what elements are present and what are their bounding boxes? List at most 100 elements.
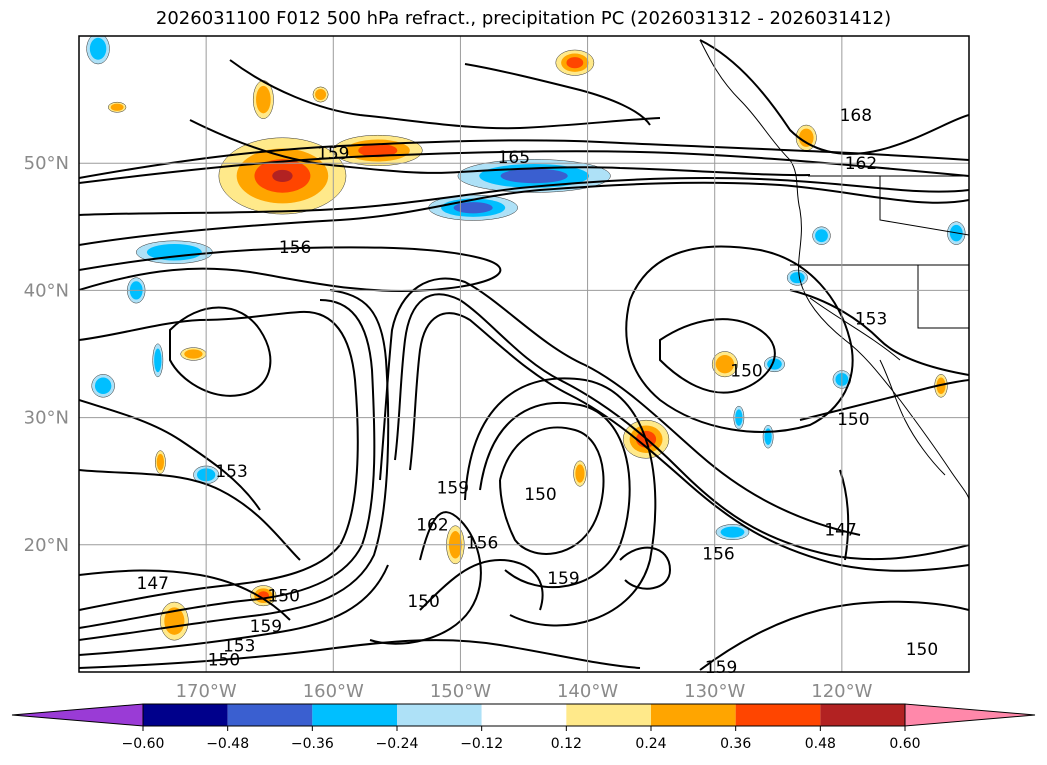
contour-label: 156 bbox=[702, 545, 734, 565]
map-frame bbox=[78, 35, 970, 673]
contour-line bbox=[79, 564, 389, 656]
colorbar-tick-label: 0.12 bbox=[551, 736, 582, 752]
contour-line bbox=[79, 469, 301, 561]
lon-tick-label: 130°W bbox=[684, 681, 745, 702]
gridlines bbox=[79, 36, 969, 672]
precip-area bbox=[715, 355, 735, 374]
contour-label: 162 bbox=[845, 154, 877, 174]
colorbar-tick-label: −0.24 bbox=[376, 736, 419, 752]
refractivity-contours bbox=[79, 39, 969, 671]
state-border bbox=[879, 176, 969, 236]
lon-tick-label: 170°W bbox=[176, 681, 237, 702]
lon-tick-label: 160°W bbox=[303, 681, 364, 702]
contour-label: 165 bbox=[498, 148, 530, 168]
contour-label: 147 bbox=[137, 574, 169, 594]
contour-line bbox=[79, 150, 969, 184]
contour-line bbox=[464, 63, 651, 126]
contour-line bbox=[79, 177, 969, 216]
contour-label: 159 bbox=[437, 479, 469, 499]
contour-label: 153 bbox=[223, 636, 255, 656]
contour-line bbox=[79, 569, 291, 621]
coastline-baja bbox=[879, 359, 946, 476]
contour-label: 156 bbox=[279, 238, 311, 258]
contour-label: 159 bbox=[547, 569, 579, 589]
colorbar-segment bbox=[143, 704, 228, 726]
precip-area bbox=[94, 377, 112, 395]
contour-line bbox=[79, 399, 261, 511]
colorbar-extend-low bbox=[11, 703, 144, 727]
lon-tick-label: 150°W bbox=[430, 681, 491, 702]
coastline-north-america bbox=[699, 39, 969, 501]
chart-title: 2026031100 F012 500 hPa refract., precip… bbox=[155, 8, 892, 29]
colorbar-extend-high bbox=[904, 703, 1036, 727]
contour-line bbox=[789, 289, 969, 376]
colorbar-tick-label: −0.48 bbox=[206, 736, 249, 752]
lat-tick-label: 50°N bbox=[24, 153, 69, 174]
colorbar-tick-label: 0.24 bbox=[635, 736, 666, 752]
colorbar-frame bbox=[142, 703, 906, 727]
contour-line bbox=[839, 469, 850, 561]
contour-label: 150 bbox=[208, 650, 240, 670]
contour-line bbox=[79, 289, 390, 641]
precip-area bbox=[89, 37, 107, 60]
contour-label: 162 bbox=[416, 515, 448, 535]
precip-area bbox=[184, 349, 203, 359]
contour-label: 150 bbox=[407, 592, 439, 612]
contour-line bbox=[659, 318, 776, 394]
contour-line bbox=[379, 277, 861, 536]
precip-area bbox=[575, 464, 585, 483]
lat-tick-label: 40°N bbox=[24, 280, 69, 301]
precip-area bbox=[358, 143, 398, 158]
colorbar-tick-label: 0.60 bbox=[889, 736, 920, 752]
precip-area bbox=[453, 202, 493, 214]
contour-label: 156 bbox=[466, 533, 498, 553]
contour-label: 150 bbox=[730, 362, 762, 382]
colorbar-segment bbox=[735, 704, 821, 726]
contour-line bbox=[625, 245, 854, 433]
contour-label: 159 bbox=[317, 144, 349, 164]
lon-tick-label: 140°W bbox=[557, 681, 618, 702]
contour-line bbox=[79, 181, 969, 246]
precip-area bbox=[790, 272, 805, 284]
contour-line bbox=[79, 246, 502, 292]
contour-line bbox=[464, 377, 657, 627]
precip-area bbox=[110, 103, 124, 111]
contour-line bbox=[394, 293, 969, 561]
contour-line bbox=[229, 59, 661, 130]
longitude-labels: 170°W 160°W 150°W 140°W 130°W 120°W bbox=[176, 681, 873, 702]
colorbar-tick-label: −0.36 bbox=[291, 736, 334, 752]
state-border bbox=[809, 297, 901, 361]
contour-line bbox=[699, 600, 969, 671]
colorbar-segment bbox=[651, 704, 736, 726]
contour-line bbox=[499, 426, 605, 555]
contour-line bbox=[169, 306, 272, 397]
contour-line bbox=[409, 312, 969, 572]
precip-area bbox=[272, 169, 293, 183]
state-border bbox=[917, 265, 969, 329]
colorbar-tick-label: −0.12 bbox=[460, 736, 503, 752]
precip-area bbox=[720, 526, 745, 538]
contour-line bbox=[419, 558, 544, 611]
contour-label: 150 bbox=[267, 587, 299, 607]
colorbar-tick-label: −0.60 bbox=[122, 736, 165, 752]
contour-line bbox=[79, 639, 641, 669]
contour-label: 168 bbox=[840, 106, 872, 126]
colorbar-tick-label: 0.36 bbox=[720, 736, 751, 752]
precip-area bbox=[146, 243, 202, 261]
contour-line bbox=[79, 310, 359, 611]
colorbar-segment bbox=[312, 704, 397, 726]
colorbar-segment bbox=[397, 704, 482, 726]
lon-tick-label: 120°W bbox=[811, 681, 872, 702]
precip-area bbox=[798, 128, 814, 147]
latitude-labels: 50°N 40°N 30°N 20°N bbox=[24, 153, 69, 556]
contour-label: 159 bbox=[250, 617, 282, 637]
coastline bbox=[699, 39, 969, 501]
contour-label: 159 bbox=[705, 658, 737, 678]
contour-label: 153 bbox=[855, 309, 887, 329]
colorbar-tick-label: 0.48 bbox=[805, 736, 836, 752]
precip-area bbox=[815, 229, 828, 243]
contour-line bbox=[479, 401, 631, 589]
contour-line bbox=[79, 139, 969, 179]
contour-line bbox=[799, 379, 969, 421]
